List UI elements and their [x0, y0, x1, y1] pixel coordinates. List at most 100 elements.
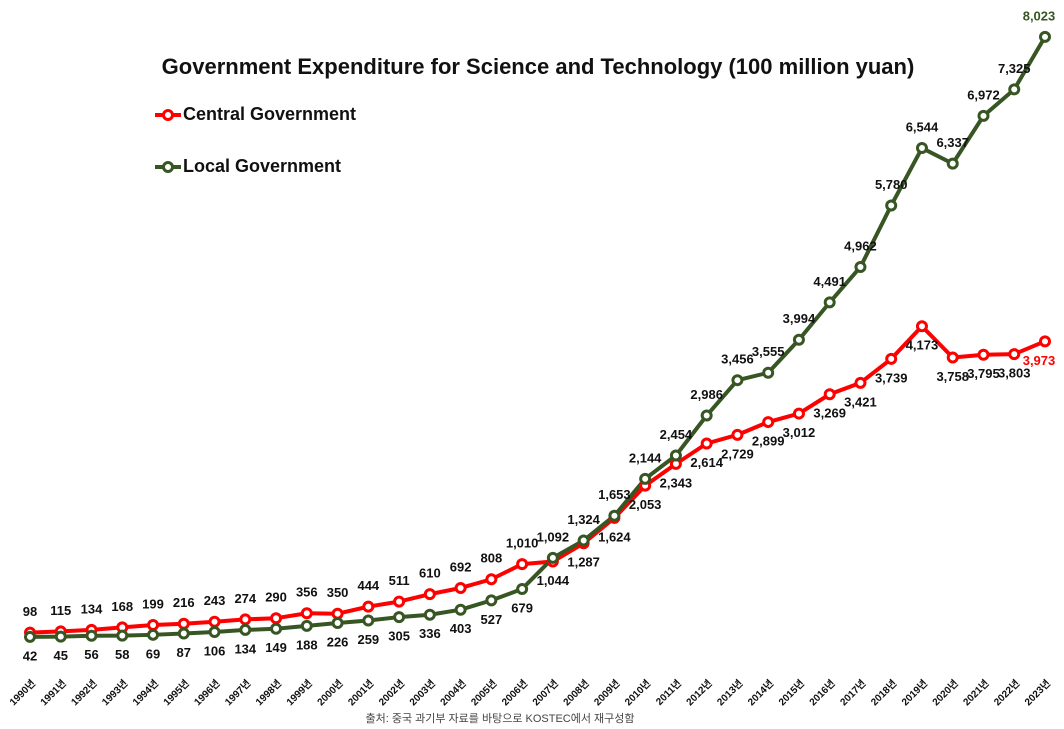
data-point: [915, 142, 928, 155]
data-label: 511: [389, 573, 410, 588]
data-point: [546, 551, 559, 564]
data-point: [239, 613, 252, 626]
series-line: [29, 35, 1047, 639]
data-label: 4,962: [844, 238, 877, 253]
data-point: [177, 627, 190, 640]
data-label: 3,421: [844, 394, 877, 409]
data-point: [639, 472, 652, 485]
legend-label: Local Government: [183, 156, 341, 176]
data-label: 692: [450, 559, 472, 574]
data-point: [116, 629, 129, 642]
data-point: [423, 608, 436, 621]
data-point: [270, 622, 283, 635]
data-point: [977, 109, 990, 122]
data-point: [208, 626, 221, 639]
data-point: [885, 199, 898, 212]
data-label: 69: [146, 646, 160, 661]
x-tick-label: 2000년: [314, 677, 345, 708]
data-point: [516, 558, 529, 571]
data-label: 216: [173, 595, 195, 610]
x-tick-label: 2010년: [622, 677, 653, 708]
data-label: 3,456: [721, 352, 754, 367]
data-point: [946, 157, 959, 170]
data-point: [423, 588, 436, 601]
data-point: [485, 573, 498, 586]
data-point: [300, 607, 313, 620]
data-label: 7,325: [998, 61, 1031, 76]
data-label: 290: [265, 590, 287, 605]
x-tick-label: 2012년: [683, 677, 714, 708]
data-label: 679: [511, 600, 533, 615]
data-label: 305: [388, 629, 410, 644]
data-label: 2,899: [752, 434, 785, 449]
data-point: [454, 581, 467, 594]
x-tick-label: 2002년: [376, 677, 407, 708]
x-tick-label: 1992년: [68, 677, 99, 708]
x-tick-label: 2004년: [437, 677, 468, 708]
x-tick-label: 1990년: [7, 677, 38, 708]
chart-title: Government Expenditure for Science and T…: [162, 54, 915, 79]
data-label: 6,337: [936, 135, 969, 150]
x-tick-label: 1999년: [283, 677, 314, 708]
x-tick-label: 2003년: [406, 677, 437, 708]
data-label: 42: [23, 648, 37, 663]
data-point: [208, 615, 221, 628]
data-point: [577, 534, 590, 547]
data-point: [854, 260, 867, 273]
data-label: 444: [357, 578, 379, 593]
data-point: [54, 630, 67, 643]
data-point: [731, 428, 744, 441]
data-point: [792, 333, 805, 346]
x-tick-label: 2018년: [868, 677, 899, 708]
x-tick-label: 2014년: [745, 677, 776, 708]
legend-marker: [162, 109, 174, 121]
data-point: [331, 607, 344, 620]
x-tick-label: 1991년: [37, 677, 68, 708]
data-label: 8,023: [1023, 8, 1056, 23]
data-point: [239, 623, 252, 636]
data-point: [270, 612, 283, 625]
data-point: [823, 296, 836, 309]
data-point: [700, 437, 713, 450]
legend-label: Central Government: [183, 104, 356, 124]
data-point: [854, 376, 867, 389]
data-label: 2,053: [629, 497, 662, 512]
data-label: 149: [265, 640, 287, 655]
data-label: 3,803: [998, 366, 1031, 381]
x-tick-label: 2022년: [991, 677, 1022, 708]
x-tick-label: 1996년: [191, 677, 222, 708]
x-tick-label: 2007년: [529, 677, 560, 708]
x-tick-label: 2006년: [499, 677, 530, 708]
data-label: 45: [54, 648, 68, 663]
data-label: 1,044: [537, 573, 570, 588]
data-label: 356: [296, 585, 318, 600]
data-label: 6,972: [967, 87, 1000, 102]
x-tick-label: 2001년: [345, 677, 376, 708]
data-point: [393, 611, 406, 624]
data-point: [300, 619, 313, 632]
data-point: [147, 619, 160, 632]
data-label: 58: [115, 647, 129, 662]
x-tick-label: 2020년: [929, 677, 960, 708]
x-tick-label: 2017년: [837, 677, 868, 708]
data-label: 1,324: [567, 512, 600, 527]
data-label: 527: [481, 612, 503, 627]
data-point: [1008, 83, 1021, 96]
data-label: 403: [450, 621, 472, 636]
x-tick-label: 2011년: [653, 677, 684, 708]
data-point: [946, 351, 959, 364]
data-label: 2,144: [629, 450, 662, 465]
legend-marker: [162, 161, 174, 173]
data-label: 3,012: [783, 425, 816, 440]
data-label: 2,343: [660, 475, 693, 490]
data-label: 4,173: [906, 338, 939, 353]
data-label: 1,287: [567, 555, 600, 570]
x-tick-label: 1994년: [130, 677, 161, 708]
data-label: 87: [177, 645, 191, 660]
data-label: 2,454: [660, 427, 693, 442]
data-point: [1039, 30, 1051, 43]
data-label: 134: [234, 641, 256, 656]
data-point: [792, 407, 805, 420]
data-label: 259: [357, 632, 379, 647]
